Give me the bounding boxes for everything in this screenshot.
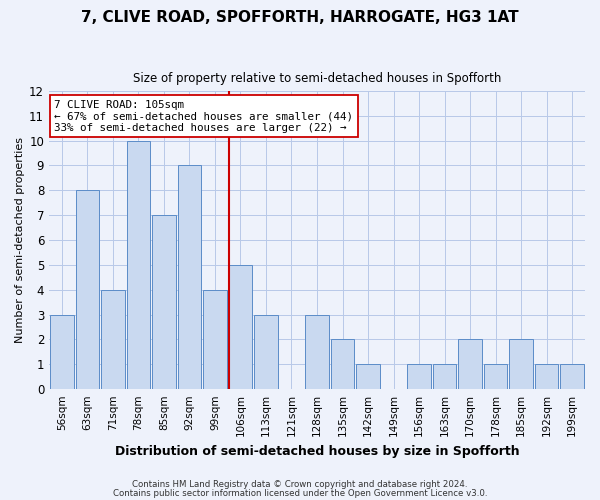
Bar xyxy=(203,290,227,389)
Bar xyxy=(254,314,278,389)
Bar xyxy=(76,190,99,389)
Bar xyxy=(229,265,252,389)
Bar xyxy=(509,340,533,389)
Bar xyxy=(560,364,584,389)
Bar xyxy=(356,364,380,389)
Bar xyxy=(101,290,125,389)
Bar xyxy=(484,364,508,389)
Bar xyxy=(178,166,201,389)
Bar xyxy=(50,314,74,389)
Bar xyxy=(535,364,559,389)
Title: Size of property relative to semi-detached houses in Spofforth: Size of property relative to semi-detach… xyxy=(133,72,501,86)
Bar xyxy=(331,340,354,389)
Bar xyxy=(127,140,150,389)
Text: Contains HM Land Registry data © Crown copyright and database right 2024.: Contains HM Land Registry data © Crown c… xyxy=(132,480,468,489)
Bar xyxy=(152,215,176,389)
X-axis label: Distribution of semi-detached houses by size in Spofforth: Distribution of semi-detached houses by … xyxy=(115,444,520,458)
Y-axis label: Number of semi-detached properties: Number of semi-detached properties xyxy=(15,137,25,343)
Bar xyxy=(458,340,482,389)
Text: 7 CLIVE ROAD: 105sqm
← 67% of semi-detached houses are smaller (44)
33% of semi-: 7 CLIVE ROAD: 105sqm ← 67% of semi-detac… xyxy=(55,100,353,133)
Text: Contains public sector information licensed under the Open Government Licence v3: Contains public sector information licen… xyxy=(113,488,487,498)
Bar xyxy=(407,364,431,389)
Bar xyxy=(433,364,457,389)
Text: 7, CLIVE ROAD, SPOFFORTH, HARROGATE, HG3 1AT: 7, CLIVE ROAD, SPOFFORTH, HARROGATE, HG3… xyxy=(81,10,519,25)
Bar xyxy=(305,314,329,389)
